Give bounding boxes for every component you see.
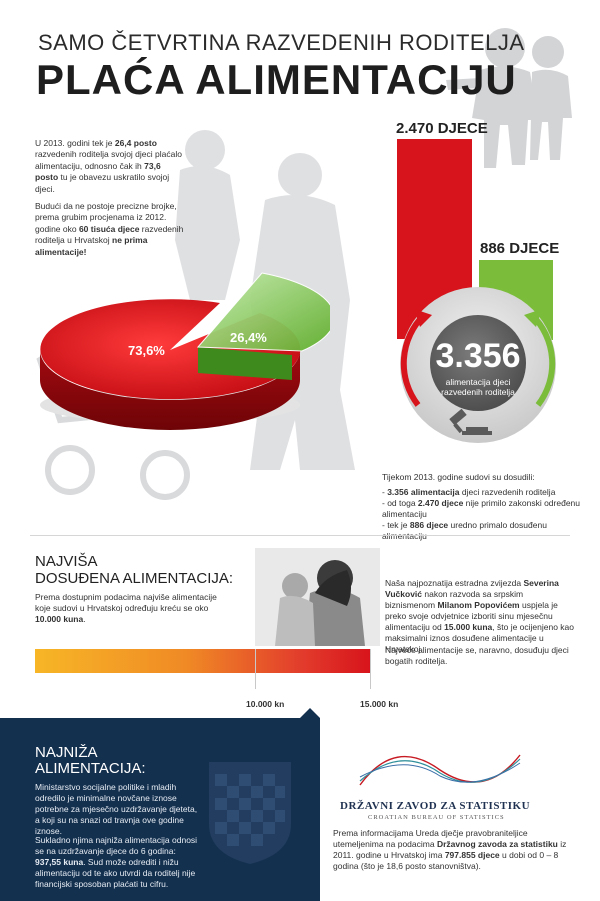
- intro-p2-c: razvedenih roditelja u Hrvatskoj: [35, 223, 184, 246]
- dzs-text-a: Prema informacijama Ureda dječje pravobr…: [333, 828, 528, 849]
- celebrity-text-b: Severina Vučković: [385, 578, 559, 599]
- bar-label-red: 2.470 DJECE: [396, 120, 488, 137]
- alimony-scale-bar: [35, 649, 370, 673]
- gavel-icon: [449, 408, 492, 435]
- court-item-1-b: 3.356 alimentacija: [387, 487, 460, 497]
- court-item-2: - od toga 2.470 djece nije primilo zakon…: [382, 498, 592, 520]
- title-line-2: PLAĆA ALIMENTACIJU: [36, 56, 517, 103]
- pie-label-green: 26,4%: [230, 330, 267, 345]
- pie-red-side: [40, 350, 300, 430]
- intro-p1-e: tu je obavezu uskratilo svojoj djeci.: [35, 172, 170, 194]
- court-item-3: - tek je 886 djece uredno primalo dosuđe…: [382, 520, 592, 542]
- lowest-text-2-b: 937,55 kuna: [35, 857, 84, 867]
- highest-text-a: Prema dostupnim podacima najviše aliment…: [35, 592, 217, 613]
- total-number: 3.356: [435, 337, 521, 375]
- highest-title-2: DOSUĐENA ALIMENTACIJA:: [35, 570, 234, 587]
- celebrity-text-a: Naša najpoznatija estradna zvijezda: [385, 578, 524, 588]
- section-divider: [30, 535, 570, 536]
- pie-label-red: 73,6%: [128, 343, 165, 358]
- panel-notch: [300, 708, 320, 718]
- dzs-text: Prema informacijama Ureda dječje pravobr…: [333, 828, 578, 872]
- green-arrow: [529, 312, 556, 407]
- court-item-3-a: - tek je: [382, 520, 410, 530]
- intro-text: U 2013. godini tek je 26,4 posto razvede…: [35, 138, 185, 264]
- highest-text: Prema dostupnim podacima najviše aliment…: [35, 592, 230, 625]
- celebrity-text-e: uspjela je preko svoje odvjetnice izbori…: [385, 600, 558, 632]
- celebrity-text-d: Milanom Popovićem: [437, 600, 520, 610]
- celebrity-text-2: Najveće alimentacije se, naravno, dosuđu…: [385, 645, 569, 666]
- intro-paragraph-2: Budući da ne postoje precizne brojke, pr…: [35, 201, 185, 258]
- red-arrow: [400, 312, 427, 407]
- lowest-text-1: Ministarstvo socijalne politike i mladih…: [35, 782, 198, 836]
- scale-label-15000: 15.000 kn: [360, 699, 399, 709]
- celebrity-text-c: nakon razvoda sa srpskim biznismenom: [385, 589, 524, 610]
- court-item-2-a: - od toga: [382, 498, 418, 508]
- title-line-1: SAMO ČETVRTINA RAZVEDENIH RODITELJA: [38, 30, 525, 55]
- intro-p2-d: ne prima alimentacije!: [35, 235, 148, 257]
- lowest-text-2-c: . Sud može odrediti i nižu alimentaciju …: [35, 857, 196, 889]
- pie-green-side: [198, 347, 292, 380]
- court-item-3-b: 886 djece: [409, 520, 449, 530]
- lowest-text-2: Sukladno njima najniža alimentacija odno…: [35, 835, 200, 890]
- celebrity-text-f: 15.000 kuna: [444, 622, 493, 632]
- dzs-logo: [359, 754, 521, 786]
- intro-p1-a: U 2013. godini tek je: [35, 138, 115, 148]
- intro-paragraph-1: U 2013. godini tek je 26,4 posto razvede…: [35, 138, 185, 195]
- court-item-2-c: nije primilo zakonski određenu alimentac…: [382, 498, 580, 519]
- highest-text-c: .: [83, 614, 86, 624]
- intro-p1-c: razvedenih roditelja svojoj djeci plaćal…: [35, 149, 182, 171]
- lowest-panel: NAJNIŽA ALIMENTACIJA: Ministarstvo socij…: [0, 708, 320, 901]
- court-intro: Tijekom 2013. godine sudovi su dosudili:: [382, 472, 535, 482]
- dzs-text-d: 797.855 djece: [444, 850, 500, 860]
- lowest-text-2-a: Sukladno njima najniža alimentacija odno…: [35, 835, 198, 856]
- total-sub-2: razvedenih roditelja: [441, 387, 515, 397]
- scale-marker-10000: [255, 649, 256, 689]
- intro-p2-a: Budući da ne postoje precizne brojke, pr…: [35, 201, 177, 234]
- highest-text-b: 10.000 kuna: [35, 614, 84, 624]
- celebrity-photo: [255, 548, 380, 646]
- coat-of-arms-icon: [209, 762, 291, 864]
- highest-title-1: NAJVIŠA: [35, 553, 98, 570]
- celebrity-text-g: , što je ocijenjeno kao maksimalni iznos…: [385, 622, 575, 654]
- pie-slice-green: [196, 272, 330, 352]
- scale-marker-15000: [370, 649, 371, 689]
- dzs-text-e: u dobi od 0 – 8 godina (što je 18,6 post…: [333, 850, 559, 871]
- dzs-name: DRŽAVNI ZAVOD ZA STATISTIKU: [340, 800, 531, 812]
- celebrity-text: Naša najpoznatija estradna zvijezda Seve…: [385, 578, 575, 655]
- dzs-text-c: iz 2011. godine u Hrvatskoj ima: [333, 839, 567, 860]
- intro-p1-d: 73,6 posto: [35, 160, 161, 183]
- dzs-name-en: CROATIAN BUREAU OF STATISTICS: [368, 814, 505, 821]
- court-item-3-c: uredno primalo dosuđenu alimentaciju: [382, 520, 547, 541]
- total-circle-graphic: [400, 287, 556, 443]
- total-sub-1: alimentacija djeci: [445, 377, 511, 387]
- court-item-1-a: -: [382, 487, 388, 497]
- lowest-title-1: NAJNIŽA: [35, 744, 98, 761]
- scale-label-10000: 10.000 kn: [246, 699, 285, 709]
- lowest-title-2: ALIMENTACIJA:: [35, 760, 146, 777]
- pie-chart: [40, 272, 330, 430]
- bar-label-green: 886 DJECE: [480, 240, 560, 257]
- intro-p2-b: 60 tisuća djece: [78, 223, 140, 234]
- intro-p1-b: 26,4 posto: [114, 138, 157, 148]
- court-summary: Tijekom 2013. godine sudovi su dosudili:…: [382, 472, 592, 542]
- court-item-1: - 3.356 alimentacija djeci razvedenih ro…: [382, 487, 592, 498]
- dzs-text-b: Državnog zavoda za statistiku: [436, 839, 558, 849]
- court-item-2-b: 2.470 djece: [417, 498, 464, 508]
- court-item-1-c: djeci razvedenih roditelja: [459, 487, 556, 497]
